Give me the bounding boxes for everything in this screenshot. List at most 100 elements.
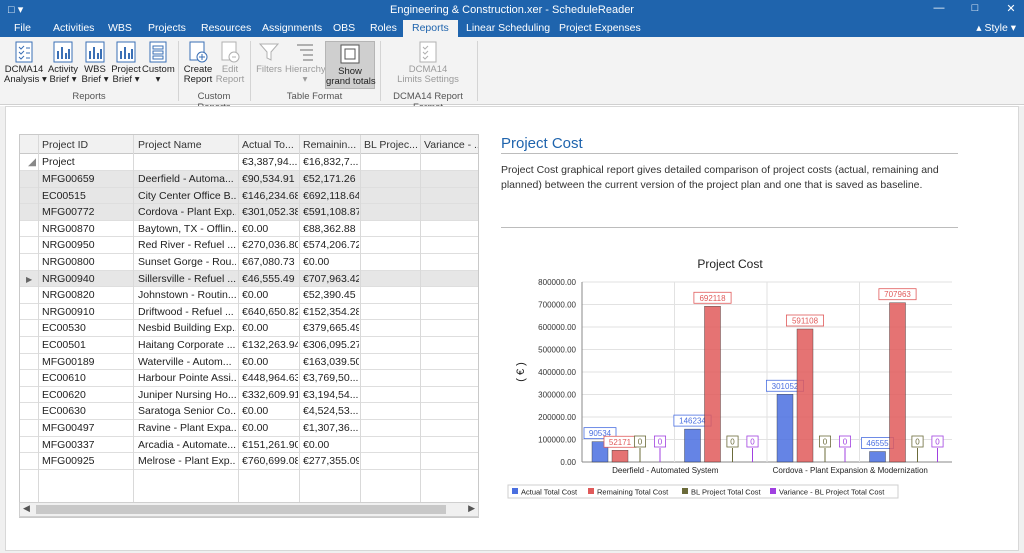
y-tick-label: 700000.00 (538, 301, 576, 310)
cell-actual: €448,964.63 (242, 372, 298, 385)
cell-actual: €0.00 (242, 322, 269, 335)
data-label: 90534 (589, 429, 612, 438)
hierarchy-button[interactable]: Hierarchy ▾ (285, 41, 326, 85)
cell-project-id: NRG00820 (42, 289, 95, 302)
data-label-box (633, 435, 646, 448)
show-grand-totals-button[interactable]: Show grand totals (325, 41, 376, 89)
table-row[interactable]: EC00515 City Center Office B... €146,234.6… (20, 187, 478, 205)
column-header-project-name[interactable]: Project Name (138, 139, 202, 151)
scroll-right-icon[interactable]: ▶ (468, 503, 475, 513)
table-row[interactable]: ▶ NRG00940 Sillersville - Refuel ... €46,55… (20, 270, 478, 288)
cell-project-id: MFG00189 (42, 355, 95, 368)
activity-brief-button[interactable]: Activity Brief ▾ (47, 41, 79, 85)
column-header-variance[interactable]: Variance - ... (424, 139, 479, 151)
table-row[interactable]: EC00620 Juniper Nursing Ho... €332,609.91 €… (20, 387, 478, 404)
tab-projects[interactable]: Projects (148, 22, 186, 34)
cell-project-id: MFG00497 (42, 422, 95, 434)
table-row[interactable]: NRG00950 Red River - Refuel ... €270,036.8… (20, 237, 478, 254)
table-row[interactable]: EC00530 Nesbid Building Exp... €0.00 €379,6… (20, 320, 478, 337)
legend-entry: Variance - BL Project Total Cost (779, 488, 885, 497)
cell-remaining: €1,307,36... (303, 422, 359, 434)
column-divider (38, 135, 39, 517)
tab-file[interactable]: File (14, 22, 31, 34)
wbs-brief-button[interactable]: WBS Brief ▾ (80, 41, 110, 85)
data-label: 707963 (884, 290, 911, 299)
data-label: 0 (823, 438, 828, 447)
cell-actual: €0.00 (242, 222, 269, 235)
cell-project-id: MFG00772 (42, 206, 95, 219)
table-row[interactable]: EC00501 Haitang Corporate ... €132,263.94 €… (20, 337, 478, 354)
table-row[interactable]: NRG00820 Johnstown - Routin... €0.00 €52,39… (20, 287, 478, 304)
quick-access-toolbar[interactable]: □ ▾ (8, 4, 24, 16)
ribbon-separator (250, 41, 251, 101)
maximize-button[interactable]: □ (971, 2, 979, 14)
cell-remaining: €163,039.50 (303, 355, 359, 368)
table-row[interactable]: MFG00497 Ravine - Plant Expa... €0.00 €1,30… (20, 420, 478, 437)
dcma14-limits-settings-button[interactable]: DCMA14 Limits Settings (395, 41, 461, 85)
group-row[interactable]: ◢ Project €3,387,94... €16,832,7... (20, 154, 478, 171)
table-row[interactable]: MFG00925 Melrose - Plant Exp... €760,699.0… (20, 453, 478, 470)
bar-actual-total-cost (684, 428, 701, 463)
style-menu[interactable]: ▴ Style ▾ (976, 22, 1016, 34)
table-row[interactable]: MFG00337 Arcadia - Automate... €151,261.90… (20, 437, 478, 454)
data-label: 0 (750, 438, 755, 447)
table-row[interactable]: MFG00659 Deerfield - Automa... €90,534.91 €… (20, 171, 478, 188)
cell-project-id: MFG00659 (42, 173, 95, 185)
custom-button[interactable]: Custom ▾ (142, 41, 175, 85)
tab-activities[interactable]: Activities (53, 22, 95, 34)
scrollbar-thumb[interactable] (36, 505, 446, 514)
y-tick-label: 0.00 (560, 458, 576, 467)
tab-assignments[interactable]: Assignments (262, 22, 323, 34)
cell-project-name: Johnstown - Routin... (138, 289, 236, 302)
table-row[interactable]: MFG00189 Waterville - Autom... €0.00 €163,0… (20, 354, 478, 371)
cell-actual: €270,036.80 (242, 239, 298, 252)
table-row[interactable]: NRG00800 Sunset Gorge - Rou... €67,080.73 €… (20, 254, 478, 271)
y-tick-label: 100000.00 (538, 436, 576, 445)
chart-title: Project Cost (697, 257, 763, 271)
tab-resources[interactable]: Resources (201, 22, 252, 34)
table-row[interactable]: EC00610 Harbour Pointe Assi... €448,964.63… (20, 370, 478, 387)
cell-project-name: City Center Office B... (138, 189, 236, 202)
tab-wbs[interactable]: WBS (108, 22, 132, 34)
table-row[interactable]: NRG00870 Baytown, TX - Offlin... €0.00 €88,… (20, 221, 478, 238)
data-label-box (653, 435, 666, 448)
table-row[interactable]: MFG00772 Cordova - Plant Exp... €301,052.3… (20, 204, 478, 221)
cell-actual: €90,534.91 (242, 173, 295, 185)
column-header-actual[interactable]: Actual To... (242, 139, 294, 151)
filters-button[interactable]: Filters (254, 41, 284, 75)
column-header-remaining[interactable]: Remainin... (303, 139, 357, 151)
cell-actual: €0.00 (242, 405, 269, 418)
edit-report-icon (221, 41, 240, 63)
table-row[interactable]: NRG00910 Driftwood - Refuel ... €640,650.8… (20, 304, 478, 321)
minimize-button[interactable]: — (933, 2, 945, 14)
close-button[interactable]: ✕ (1006, 3, 1016, 15)
tab-roles[interactable]: Roles (370, 22, 397, 34)
edit-report-button[interactable]: Edit Report (215, 41, 245, 85)
data-label: 0 (935, 438, 940, 447)
cell-actual: €760,699.08 (242, 455, 298, 468)
tab-obs[interactable]: OBS (333, 22, 356, 34)
create-report-button[interactable]: Create Report (183, 41, 213, 85)
y-tick-label: 600000.00 (538, 323, 576, 332)
chart-legend (507, 484, 899, 499)
ribbon-separator (380, 41, 381, 101)
table-row[interactable]: EC00630 Saratoga Senior Co... €0.00 €4,524,… (20, 403, 478, 420)
tab-linear-scheduling[interactable]: Linear Scheduling (466, 22, 551, 34)
horizontal-scrollbar[interactable]: ◀ ▶ (19, 502, 479, 517)
scroll-left-icon[interactable]: ◀ (23, 503, 30, 513)
column-header-bl-project[interactable]: BL Projec... (364, 139, 418, 151)
cell-remaining: €306,095.27 (303, 339, 359, 351)
cell-project-id: MFG00925 (42, 455, 95, 468)
cell-project-id: EC00501 (42, 339, 86, 351)
column-header-project-id[interactable]: Project ID (42, 139, 89, 151)
cell-remaining: €3,194,54... (303, 388, 359, 401)
dcma14-analysis-button[interactable]: DCMA14 Analysis ▾ (4, 41, 47, 85)
report-description: Project Cost graphical report gives deta… (501, 164, 939, 191)
tab-project-expenses[interactable]: Project Expenses (559, 22, 641, 34)
tab-reports[interactable]: Reports (403, 20, 458, 37)
collapse-icon[interactable]: ◢ (28, 156, 37, 168)
cell-remaining: €0.00 (303, 438, 330, 451)
cell-project-id: EC00530 (42, 322, 86, 335)
divider (501, 227, 958, 228)
project-brief-button[interactable]: Project Brief ▾ (111, 41, 141, 85)
